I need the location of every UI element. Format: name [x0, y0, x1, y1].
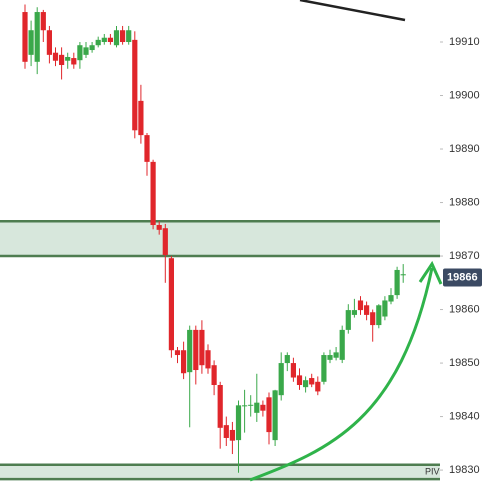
candle-body	[95, 39, 101, 46]
candle-body	[278, 363, 284, 396]
candle-body	[400, 274, 406, 276]
candle-body	[150, 161, 156, 226]
candle-body	[339, 329, 345, 360]
candle-body	[284, 355, 290, 364]
candle-body	[364, 305, 370, 315]
y-tick-label: 19860	[449, 303, 480, 315]
y-tick-label: 19840	[449, 410, 480, 422]
candle-body	[303, 380, 309, 388]
candle-body	[59, 54, 65, 66]
candle-body	[260, 404, 266, 411]
candle-body	[138, 100, 144, 136]
pivot-label: PIV	[425, 466, 440, 476]
candle-body	[65, 56, 71, 61]
candle-body	[266, 397, 272, 433]
candle-body	[193, 329, 199, 371]
candle-body	[107, 37, 113, 43]
candle-body	[89, 45, 95, 51]
candle-body	[351, 310, 357, 315]
candle-body	[83, 47, 89, 55]
candle-body	[174, 350, 181, 356]
candle-body	[52, 52, 59, 61]
candle-body	[132, 39, 138, 131]
candle-body	[376, 305, 382, 326]
candle-body	[113, 30, 120, 46]
candle-body	[162, 228, 168, 255]
candle-body	[217, 385, 223, 428]
candle-body	[315, 381, 321, 392]
candle-body	[46, 30, 52, 55]
candle-body	[229, 429, 235, 441]
candle-body	[181, 350, 187, 374]
zone	[0, 464, 440, 480]
candle-body	[223, 425, 229, 438]
candle-body	[22, 12, 28, 62]
candle-body	[248, 404, 254, 406]
candle-body	[321, 355, 327, 382]
candle-body	[205, 350, 211, 369]
candle-body	[382, 300, 388, 317]
candle-body	[101, 37, 107, 43]
y-tick-label: 19900	[449, 89, 480, 101]
arrow	[249, 267, 434, 482]
candle-body	[187, 329, 193, 373]
y-tick-label: 19880	[449, 196, 480, 208]
y-tick-label: 19850	[449, 357, 480, 369]
candle-body	[370, 312, 376, 326]
candle-body	[144, 135, 150, 162]
trend-line	[299, 0, 406, 22]
candle-body	[168, 258, 174, 351]
candle-body	[327, 355, 333, 360]
candle-body	[34, 12, 40, 62]
candle-body	[272, 390, 278, 441]
candle-body	[199, 329, 205, 366]
candle-body	[333, 352, 339, 358]
candle-body	[211, 365, 217, 386]
candle-body	[40, 12, 46, 31]
candle-body	[126, 30, 132, 43]
candle-body	[77, 45, 83, 61]
y-tick-label: 19870	[449, 250, 480, 262]
y-tick-label: 19830	[449, 464, 480, 476]
price-badge	[443, 268, 482, 287]
price-label: 19866	[447, 271, 478, 283]
y-tick-label: 19890	[449, 143, 480, 155]
zone	[0, 221, 440, 257]
candle-body	[309, 378, 315, 385]
y-tick-label: 19910	[449, 36, 480, 48]
candle-body	[345, 310, 351, 330]
candle-body	[388, 295, 394, 302]
candle-body	[235, 405, 242, 441]
candle-body	[120, 30, 126, 43]
candle-body	[71, 58, 77, 65]
candle-body	[290, 363, 296, 378]
candle-body	[296, 375, 303, 386]
candle-body	[242, 405, 248, 407]
candle-body	[357, 300, 364, 311]
candle-body	[394, 269, 400, 296]
arrow-head	[418, 260, 443, 285]
candle-body	[28, 30, 34, 55]
candle-body	[254, 402, 260, 413]
candle-body	[156, 225, 162, 230]
